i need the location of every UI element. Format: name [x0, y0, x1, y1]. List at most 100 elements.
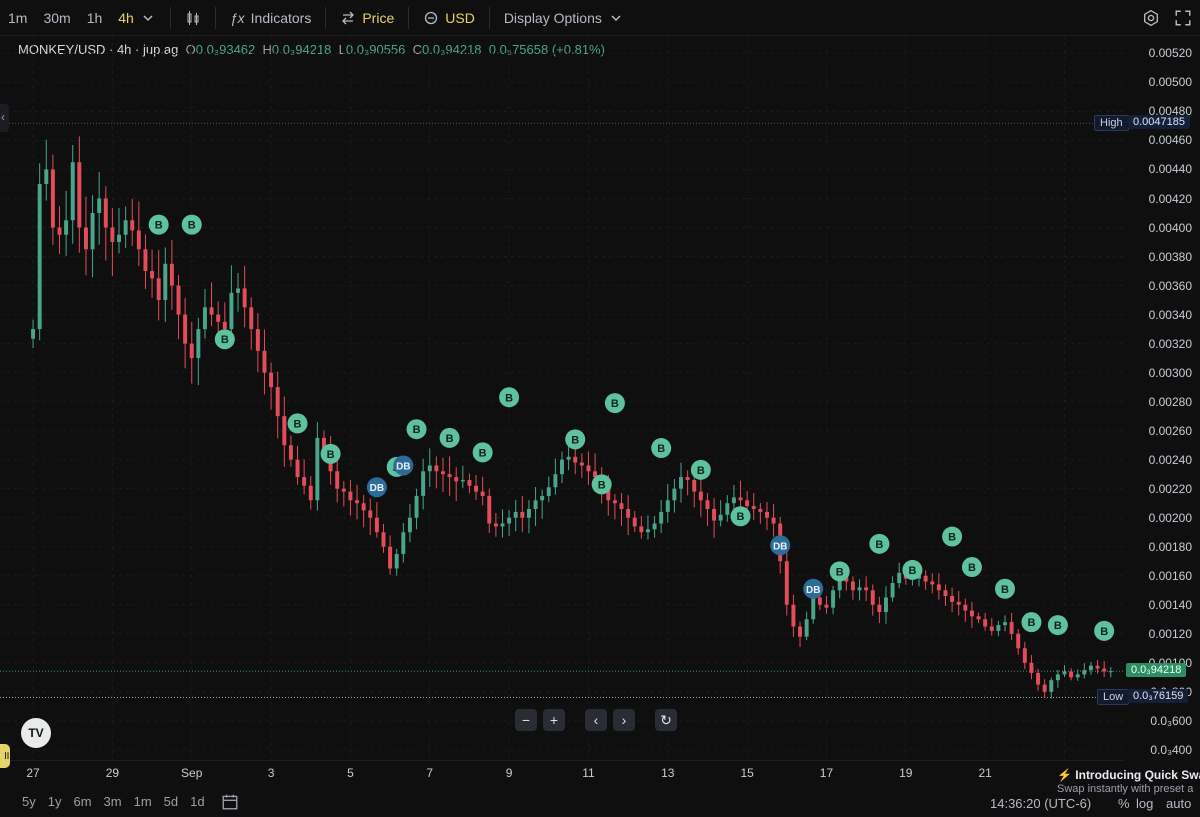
chart-type-button[interactable]	[177, 0, 209, 36]
candle	[1095, 660, 1100, 674]
zoom-out-button[interactable]: −	[515, 709, 537, 731]
settings-icon[interactable]	[1142, 9, 1160, 27]
range-1m[interactable]: 1m	[133, 794, 152, 809]
candle	[963, 598, 968, 622]
candle-body	[474, 485, 479, 492]
reset-chart-button[interactable]: ↻	[655, 709, 677, 731]
interval-1m[interactable]: 1m	[8, 9, 28, 26]
trade-marker-b: B	[214, 329, 235, 350]
candle	[176, 275, 181, 340]
candle	[202, 288, 207, 339]
price-tick-label: 0.00520	[1148, 46, 1192, 61]
trade-marker-db: DB	[803, 578, 824, 599]
zoom-in-button[interactable]: +	[543, 709, 565, 731]
chevron-right-icon: ›	[621, 712, 627, 728]
marker-circle	[393, 455, 414, 476]
range-1y[interactable]: 1y	[47, 794, 62, 809]
candle-body	[110, 227, 115, 243]
candle-body	[560, 459, 564, 475]
calendar-icon[interactable]	[221, 793, 239, 811]
candle-body	[705, 500, 710, 509]
candle	[1055, 669, 1060, 688]
candle-body	[202, 307, 207, 330]
marker-label: B	[948, 532, 956, 544]
interval-1h[interactable]: 1h	[86, 9, 103, 26]
left-panel-handle[interactable]: ‹	[0, 104, 9, 132]
interval-4h[interactable]: 4h	[110, 0, 164, 36]
range-3m[interactable]: 3m	[103, 794, 122, 809]
indicators-label: Indicators	[250, 9, 312, 26]
chart-toolbar: 1m 30m 1h 4h ƒx Indicators Price USD Dis…	[0, 0, 1200, 36]
candle-body	[44, 169, 49, 184]
candle-body	[401, 532, 406, 554]
candle-body	[70, 162, 75, 221]
price-tick-label: 0.00400	[1148, 220, 1192, 235]
toast-title: ⚡ Introducing Quick Swap	[1057, 768, 1200, 782]
trade-marker-b: B	[1047, 615, 1068, 636]
marker-label: B	[1100, 626, 1108, 638]
auto-scale-toggle[interactable]: auto	[1166, 796, 1192, 811]
candle-body	[454, 477, 459, 482]
candle	[857, 579, 862, 601]
range-5y[interactable]: 5y	[22, 794, 36, 809]
time-tick-label: 13	[661, 766, 675, 780]
candle-body	[758, 508, 763, 512]
side-panel-toggle[interactable]: ॥	[0, 744, 10, 768]
currency-label: USD	[445, 9, 475, 26]
candle-body	[725, 503, 730, 515]
time-axis[interactable]: 2729Sep357911131517192123	[0, 760, 1124, 786]
trade-marker-b: B	[499, 387, 520, 408]
candle-body	[639, 526, 644, 533]
candle	[427, 448, 432, 487]
price-axis[interactable]: 0.00520 0.00500 0.00480 0.00460 0.00440 0.004…	[1124, 36, 1200, 760]
range-5d[interactable]: 5d	[163, 794, 179, 809]
interval-30m[interactable]: 30m	[43, 9, 71, 26]
candle-body	[176, 285, 181, 315]
log-scale-toggle[interactable]: log	[1136, 796, 1154, 811]
scroll-right-button[interactable]: ›	[613, 709, 635, 731]
time-tick-label: Sep	[181, 766, 203, 780]
marker-label: B	[221, 334, 229, 346]
candle	[798, 621, 803, 647]
candle	[209, 282, 214, 327]
indicators-button[interactable]: ƒx Indicators	[222, 0, 320, 36]
price-tick-label: 0.00420	[1148, 191, 1192, 206]
candle	[407, 504, 412, 543]
marker-circle	[214, 329, 235, 350]
currency-toggle[interactable]: USD	[415, 0, 483, 36]
candle-body	[156, 278, 161, 301]
toolbar-divider	[325, 6, 327, 29]
range-6m[interactable]: 6m	[73, 794, 92, 809]
interval-4h-label: 4h	[118, 9, 134, 26]
range-1d[interactable]: 1d	[190, 794, 205, 809]
candle	[269, 362, 274, 410]
candle-body	[513, 511, 518, 518]
tv-logo-icon: TV	[28, 726, 44, 740]
candlestick-chart[interactable]: BBBBBDBBDBBBBBBBBBBBDBDBBBBBBBBBB	[0, 36, 1124, 760]
candle	[236, 272, 241, 312]
display-options-button[interactable]: Display Options	[496, 0, 632, 36]
candle	[262, 329, 267, 395]
marker-circle	[181, 214, 202, 235]
candle-body	[573, 456, 578, 463]
scroll-left-button[interactable]: ‹	[585, 709, 607, 731]
trade-marker-b: B	[829, 561, 850, 582]
candle-body	[897, 572, 902, 583]
candle	[64, 190, 69, 256]
tradingview-logo[interactable]: TV	[21, 718, 51, 748]
candle-body	[1055, 674, 1060, 681]
candle-body	[434, 465, 439, 472]
quick-swap-toast[interactable]: ⚡ Introducing Quick Swap Swap instantly …	[1049, 764, 1200, 798]
candle	[454, 467, 459, 502]
utc-clock[interactable]: 14:36:20 (UTC-6)	[990, 796, 1092, 811]
marker-label: DB	[396, 461, 410, 472]
currency-icon	[425, 11, 438, 24]
candle-body	[923, 575, 928, 582]
candle-body	[864, 587, 869, 591]
candle	[1062, 665, 1067, 678]
percent-scale-toggle[interactable]: %	[1118, 796, 1130, 811]
price-toggle[interactable]: Price	[332, 0, 402, 36]
marker-label: DB	[806, 585, 820, 596]
candle	[864, 576, 869, 602]
fullscreen-icon[interactable]	[1174, 9, 1192, 27]
